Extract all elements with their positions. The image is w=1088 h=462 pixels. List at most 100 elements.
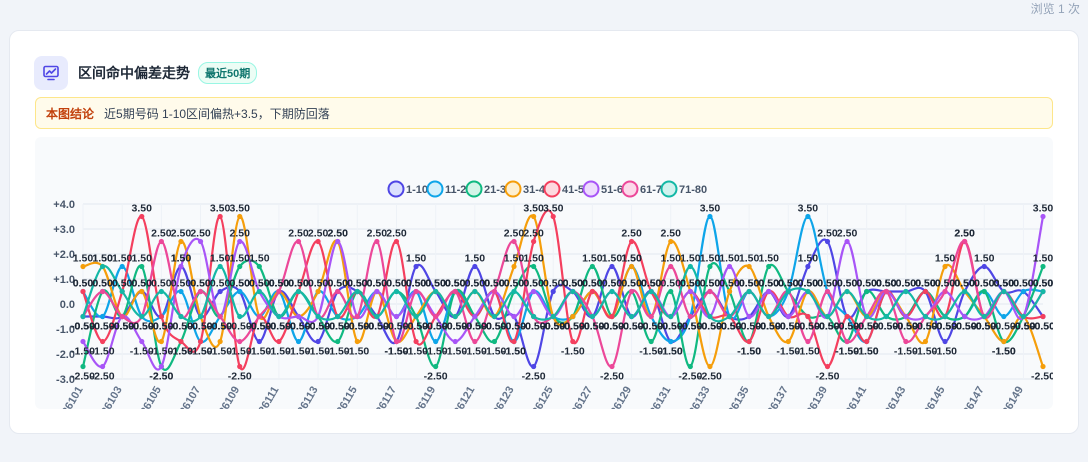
legend-label[interactable]: 11-20 [445, 184, 473, 196]
data-point[interactable] [785, 313, 791, 320]
data-point[interactable] [158, 313, 164, 320]
data-point[interactable] [824, 313, 831, 320]
legend-label[interactable]: 1-10 [406, 184, 428, 196]
data-point[interactable] [139, 213, 145, 220]
data-point[interactable] [570, 338, 576, 345]
data-point[interactable] [766, 263, 772, 270]
data-point[interactable] [628, 313, 635, 320]
data-point[interactable] [139, 288, 145, 295]
data-point[interactable] [668, 238, 674, 245]
data-point[interactable] [472, 313, 478, 320]
data-point[interactable] [295, 313, 302, 320]
data-point[interactable] [1040, 313, 1046, 320]
data-point[interactable] [217, 288, 223, 295]
data-point[interactable] [550, 213, 556, 220]
data-point[interactable] [570, 288, 576, 295]
data-point[interactable] [531, 313, 537, 320]
data-point[interactable] [237, 338, 243, 345]
data-point[interactable] [393, 238, 400, 245]
data-point[interactable] [864, 288, 870, 295]
data-point[interactable] [158, 338, 164, 345]
data-point[interactable] [942, 313, 948, 320]
data-point[interactable] [589, 288, 595, 295]
data-point[interactable] [276, 288, 282, 295]
data-point[interactable] [413, 338, 419, 345]
data-point[interactable] [824, 238, 831, 245]
data-point[interactable] [903, 313, 909, 320]
data-point[interactable] [178, 238, 184, 245]
data-point[interactable] [433, 338, 439, 345]
data-point[interactable] [805, 313, 811, 320]
data-point[interactable] [609, 263, 615, 270]
data-point[interactable] [922, 313, 929, 320]
data-point[interactable] [99, 363, 106, 370]
data-point[interactable] [844, 238, 850, 245]
data-point[interactable] [864, 338, 870, 345]
data-point[interactable] [354, 313, 360, 320]
data-point[interactable] [197, 338, 204, 345]
data-point[interactable] [785, 338, 791, 345]
data-point[interactable] [628, 263, 635, 270]
data-point[interactable] [628, 288, 635, 295]
data-point[interactable] [374, 238, 380, 245]
data-point[interactable] [589, 263, 595, 270]
data-point[interactable] [374, 288, 380, 295]
legend-label[interactable]: 71-80 [679, 184, 707, 196]
data-point[interactable] [433, 288, 439, 295]
data-point[interactable] [922, 338, 929, 345]
data-point[interactable] [99, 288, 106, 295]
data-point[interactable] [668, 288, 674, 295]
data-point[interactable] [80, 363, 86, 370]
data-point[interactable] [315, 238, 321, 245]
data-point[interactable] [844, 338, 850, 345]
data-point[interactable] [824, 288, 831, 295]
data-point[interactable] [452, 338, 458, 345]
data-point[interactable] [237, 313, 243, 320]
data-point[interactable] [433, 313, 439, 320]
data-point[interactable] [766, 288, 772, 295]
data-point[interactable] [1001, 338, 1007, 345]
data-point[interactable] [746, 338, 752, 345]
data-point[interactable] [158, 288, 164, 295]
data-point[interactable] [315, 313, 321, 320]
data-point[interactable] [609, 363, 615, 370]
legend-marker[interactable] [426, 180, 444, 198]
data-point[interactable] [256, 263, 262, 270]
data-point[interactable] [413, 263, 419, 270]
data-point[interactable] [687, 363, 693, 370]
data-point[interactable] [295, 338, 302, 345]
data-point[interactable] [844, 313, 850, 320]
data-point[interactable] [707, 313, 713, 320]
legend-marker[interactable] [660, 180, 678, 198]
data-point[interactable] [511, 238, 517, 245]
data-point[interactable] [1001, 313, 1007, 320]
data-point[interactable] [648, 288, 654, 295]
data-point[interactable] [1040, 263, 1046, 270]
data-point[interactable] [981, 288, 987, 295]
data-point[interactable] [393, 338, 400, 345]
data-point[interactable] [726, 288, 733, 295]
data-point[interactable] [178, 313, 184, 320]
data-point[interactable] [883, 288, 889, 295]
data-point[interactable] [237, 213, 243, 220]
data-point[interactable] [687, 313, 693, 320]
data-point[interactable] [844, 288, 850, 295]
data-point[interactable] [139, 338, 145, 345]
data-point[interactable] [570, 313, 576, 320]
legend-marker[interactable] [387, 180, 405, 198]
data-point[interactable] [707, 263, 713, 270]
data-point[interactable] [139, 263, 145, 270]
data-point[interactable] [805, 263, 811, 270]
data-point[interactable] [335, 288, 341, 295]
legend-marker[interactable] [582, 180, 600, 198]
data-point[interactable] [315, 338, 321, 345]
data-point[interactable] [80, 313, 86, 320]
data-point[interactable] [217, 338, 223, 345]
data-point[interactable] [648, 338, 654, 345]
legend-marker[interactable] [543, 180, 561, 198]
data-point[interactable] [805, 288, 811, 295]
data-point[interactable] [903, 338, 909, 345]
data-point[interactable] [178, 338, 184, 345]
legend-marker[interactable] [465, 180, 483, 198]
data-point[interactable] [550, 288, 556, 295]
